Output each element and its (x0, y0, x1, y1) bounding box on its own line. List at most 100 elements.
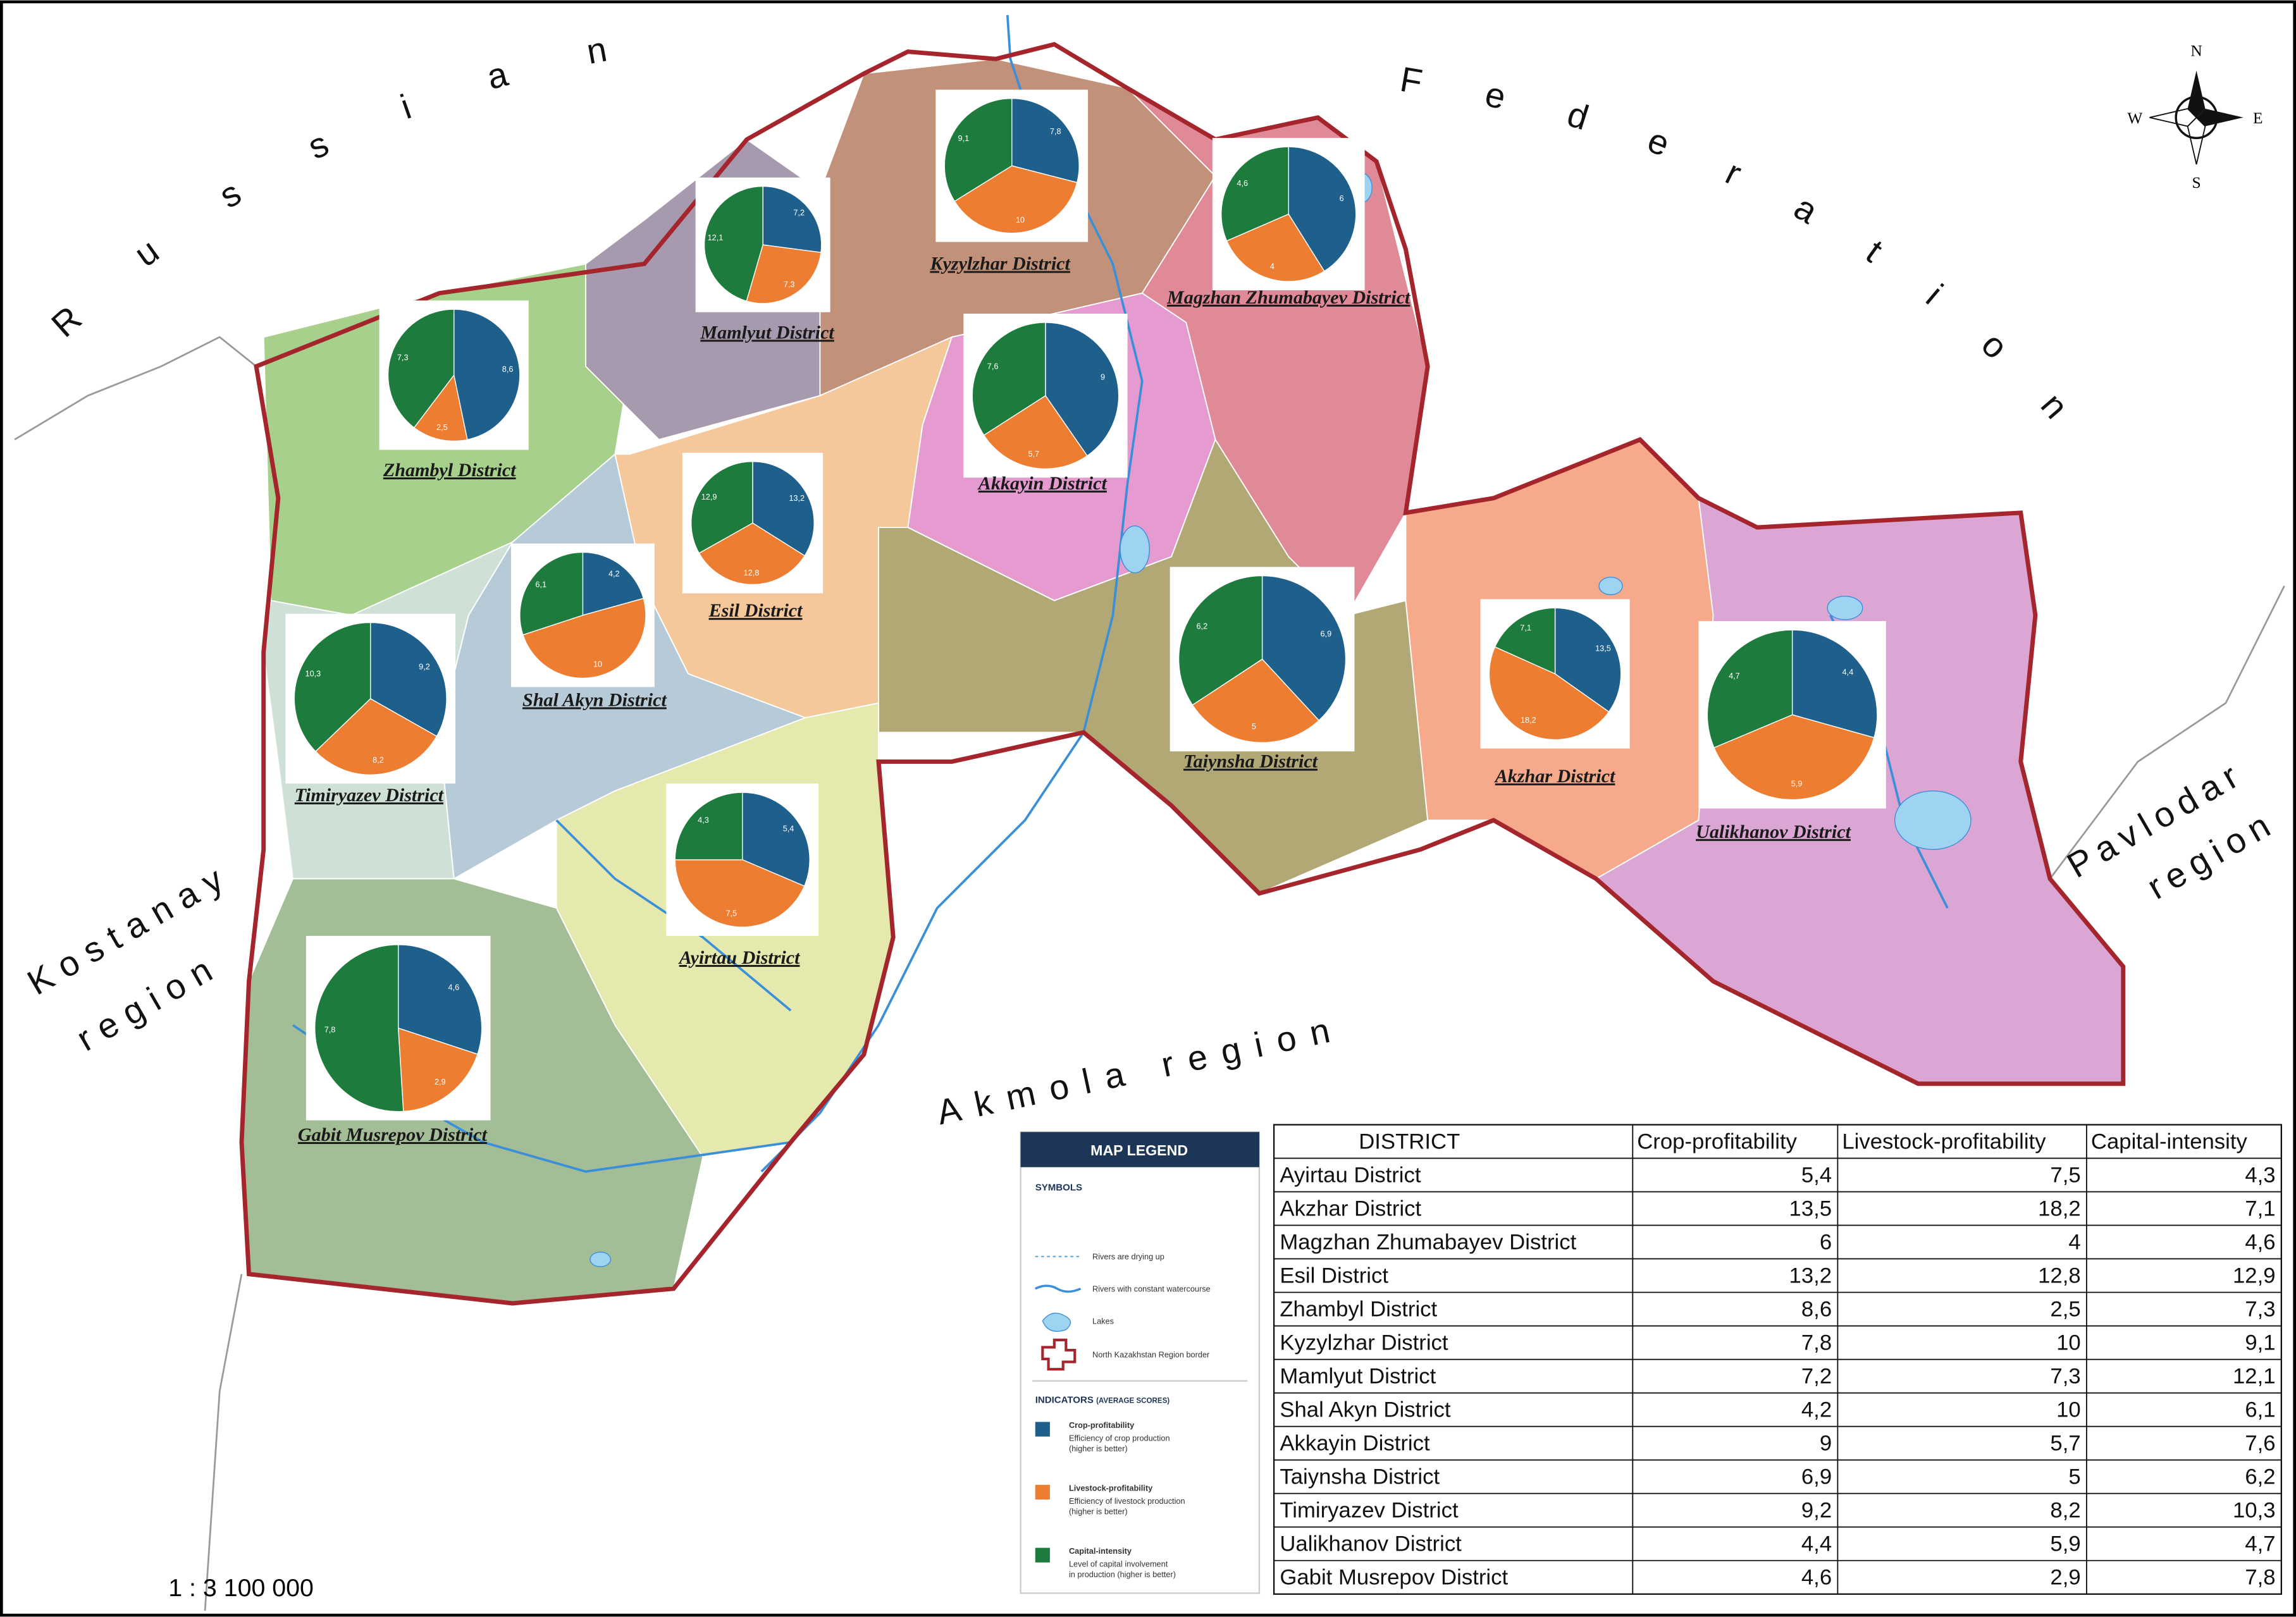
table-cell: 6 (1820, 1231, 1832, 1255)
table-cell: 4,4 (1801, 1532, 1832, 1556)
pie-wedge (397, 1027, 478, 1112)
compass-letter: E (2253, 109, 2263, 127)
table-cell: Akkayin District (1280, 1432, 1430, 1456)
region-border (239, 42, 2126, 1306)
district-label: Akzhar District (1494, 765, 1616, 787)
table-cell: 5,9 (2050, 1532, 2080, 1556)
pie-label: 6,1 (535, 579, 546, 589)
lake (1598, 577, 1623, 596)
pie-wedge (1707, 629, 1793, 749)
pie-wedge (1554, 607, 1622, 713)
pie-wedge (983, 395, 1088, 470)
district-label: Akkayin District (977, 472, 1108, 494)
lakes (589, 173, 1972, 1267)
legend-text: Efficiency of crop production (1069, 1434, 1170, 1443)
table-cell: Magzhan Zhumabayev District (1280, 1231, 1576, 1255)
scale-text: 1 : 3 100 000 (168, 1574, 314, 1602)
table-cell: 12,9 (2233, 1264, 2276, 1288)
legend-text: (higher is better) (1069, 1444, 1128, 1453)
district-label: Ayirtau District (678, 947, 801, 968)
pie-wedge (1713, 714, 1875, 801)
pie-label: 7,6 (987, 361, 999, 371)
legend-text: in production (higher is better) (1069, 1570, 1176, 1579)
legend-icon (1034, 1284, 1082, 1293)
pie-label: 2,9 (435, 1077, 446, 1086)
district-label: Zhambyl District (383, 459, 517, 481)
pie-label: 7,3 (784, 280, 795, 289)
pie-wedge (742, 792, 810, 887)
pie-label: 4,3 (698, 815, 709, 825)
table-header: Crop-profitability (1637, 1130, 1797, 1154)
pie-wedge (1288, 146, 1357, 272)
pie-label: 9,2 (419, 662, 430, 672)
table-cell: Gabit Musrepov District (1280, 1566, 1508, 1590)
table-cell: 7,8 (2245, 1566, 2275, 1590)
pie-wedge (314, 698, 438, 775)
legend-swatch (1035, 1485, 1050, 1500)
pie-label: 9 (1101, 372, 1105, 382)
pie-wedge (519, 551, 584, 636)
pie-layer: 7,8 10 9,1 Kyzylzhar District 7,2 7,3 12,1 Maml… (285, 89, 1886, 1145)
pie-wedge (674, 859, 805, 928)
legend-text: Crop-profitability (1069, 1420, 1134, 1430)
legend-text: Level of capital involvement (1069, 1559, 1168, 1569)
table: DISTRICT Crop-profitability Livestock-prof… (1273, 1124, 2283, 1595)
table-cell: 12,8 (2038, 1264, 2081, 1288)
compass: N S W E (2127, 42, 2262, 192)
table-cell: 7,3 (2050, 1365, 2080, 1389)
legend-text: North Kazakhstan Region border (1092, 1350, 1210, 1360)
pie-label: 7,8 (1050, 126, 1061, 136)
pie-wedge (370, 622, 447, 737)
table-cell: 4 (2068, 1231, 2080, 1255)
district-label: Mamlyut District (700, 321, 835, 343)
district-label: Gabit Musrepov District (298, 1124, 488, 1145)
border-line (2049, 585, 2285, 880)
legend-indicators: Crop-profitability Efficiency of crop pro… (1035, 1420, 1185, 1579)
pie-wedge (746, 244, 822, 304)
pie-label: 4,6 (1237, 178, 1248, 188)
table-cell: 13,5 (1789, 1197, 1832, 1221)
pie-label: 9,1 (958, 133, 970, 143)
district-label: Magzhan Zhumabayev District (1166, 286, 1411, 308)
compass-arrow (2196, 108, 2244, 126)
neighbor-borders (14, 336, 2285, 1611)
compass-arrow (2187, 70, 2206, 118)
pie-wedge (691, 461, 753, 554)
table-header: Capital-intensity (2091, 1130, 2248, 1154)
table-cell: 2,5 (2050, 1298, 2080, 1322)
table-cell: 2,9 (2050, 1566, 2080, 1590)
table-cell: 4,2 (1801, 1398, 1832, 1422)
pie-label: 5,7 (1028, 449, 1040, 458)
district-label: Taiynsha District (1183, 751, 1319, 772)
pie-label: 10 (593, 659, 602, 668)
pie-label: 5 (1252, 722, 1256, 731)
pie-label: 5,4 (783, 824, 794, 833)
pie-wedge (1011, 98, 1080, 183)
pie-wedge (293, 622, 371, 753)
lake (1827, 596, 1863, 620)
pie-label: 4,2 (608, 569, 620, 578)
legend-swatch (1035, 1422, 1050, 1437)
table-cell: 10 (2056, 1331, 2081, 1355)
pie-wedge (1226, 213, 1325, 282)
legend: MAP LEGEND SYMBOLS Rivers are drying up … (1020, 1131, 1261, 1594)
table-cell: 7,2 (1801, 1365, 1832, 1389)
compass-letter: N (2190, 42, 2202, 60)
table-cell: 12,1 (2233, 1365, 2276, 1389)
pie-label: 7,8 (324, 1024, 336, 1034)
legend-text: Rivers with constant watercourse (1092, 1284, 1211, 1293)
pie-wedge (1221, 146, 1289, 242)
table-cell: Esil District (1280, 1264, 1388, 1288)
legend-text: Efficiency of livestock production (1069, 1496, 1185, 1506)
table-cell: 13,2 (1789, 1264, 1832, 1288)
pie-label: 13,2 (789, 493, 805, 503)
pie-label: 8,2 (373, 755, 384, 765)
district-label: Ualikhanov District (1696, 821, 1851, 842)
pie-label: 13,5 (1595, 644, 1611, 653)
compass-ring (2175, 95, 2218, 139)
legend-swatch (1035, 1547, 1050, 1563)
legend-section: INDICATORS (AVERAGE SCORES) (1035, 1394, 1170, 1405)
pie-label: 7,3 (397, 352, 409, 362)
table-cell: 6,9 (1801, 1465, 1832, 1489)
